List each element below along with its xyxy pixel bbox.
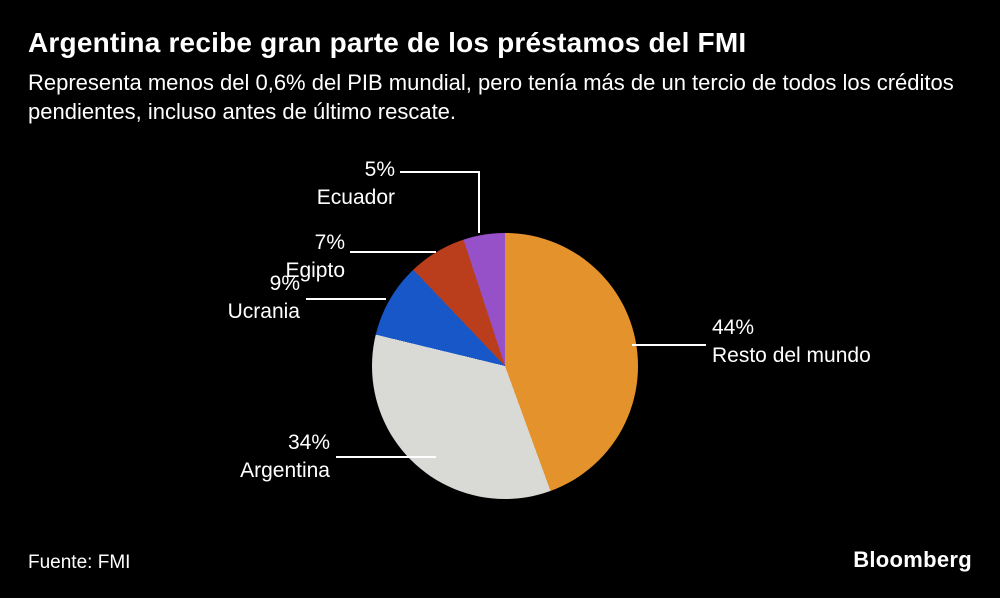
slice-name: Ecuador: [316, 186, 395, 209]
slice-label-ucrania: 9% Ucrania: [150, 270, 300, 326]
chart-title: Argentina recibe gran parte de los prést…: [28, 27, 747, 58]
leader-line-argentina: [336, 456, 436, 458]
slice-label-resto-del-mundo: 44% Resto del mundo: [712, 314, 871, 370]
source-note: Fuente: FMI: [28, 552, 131, 573]
chart-header: Argentina recibe gran parte de los prést…: [28, 26, 978, 126]
slice-name: Argentina: [240, 459, 330, 482]
slice-name: Resto del mundo: [712, 344, 871, 367]
slice-value: 5%: [364, 158, 395, 181]
leader-line-ecuador-vertical: [478, 171, 480, 233]
slice-value: 34%: [287, 431, 330, 454]
slice-label-argentina: 34% Argentina: [180, 429, 330, 485]
bloomberg-logo: Bloomberg: [853, 547, 972, 572]
pie-chart: [372, 233, 638, 499]
leader-line-ucrania: [306, 298, 386, 300]
chart-subtitle: Representa menos del 0,6% del PIB mundia…: [28, 70, 954, 124]
slice-value: 44%: [712, 316, 755, 339]
slice-label-ecuador: 5% Ecuador: [245, 156, 395, 212]
leader-line-resto-del-mundo: [632, 344, 706, 346]
slice-value: 7%: [314, 231, 345, 254]
leader-line-egipto: [350, 251, 436, 253]
slice-name: Ucrania: [227, 300, 300, 323]
slice-label-egipto: 7% Egipto: [195, 229, 345, 285]
slice-name: Egipto: [285, 259, 345, 282]
slice-value: 9%: [269, 272, 300, 295]
leader-line-ecuador-horizontal: [400, 171, 480, 173]
